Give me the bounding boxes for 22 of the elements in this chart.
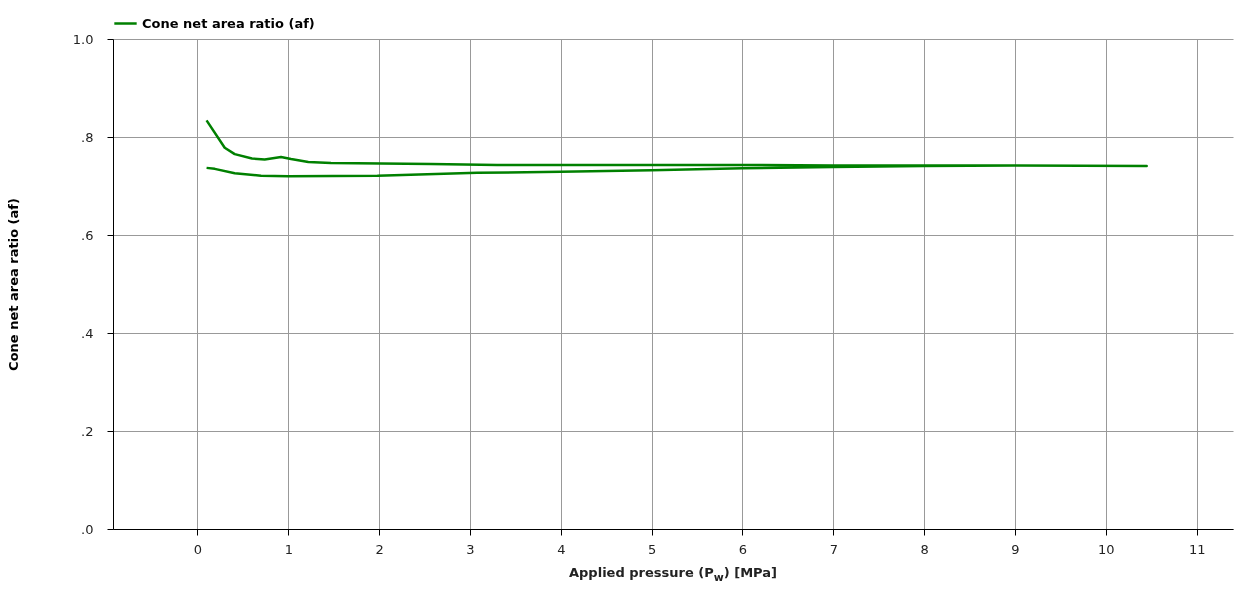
x-tick-label: 0 (193, 541, 203, 557)
legend-label: Cone net area ratio (af) (142, 15, 315, 31)
line-series (205, 119, 1148, 178)
x-tick-label: 1 (284, 541, 293, 557)
y-tick-label: 1.0 (72, 31, 94, 47)
x-tick-label: 4 (557, 541, 566, 557)
y-tick-label: .4 (81, 325, 94, 341)
y-tick-label: .0 (81, 521, 94, 537)
x-tick-label: 11 (1188, 541, 1206, 557)
x-tick-label: 7 (829, 541, 838, 557)
x-tick-label: 5 (648, 541, 657, 557)
x-tick-label: 9 (1011, 541, 1020, 557)
x-tick-label: 10 (1098, 541, 1115, 557)
x-tick-label: 2 (375, 541, 384, 557)
x-tick-label: 3 (466, 541, 475, 557)
x-tick-label: 8 (920, 541, 929, 557)
y-tick-label: .8 (81, 129, 94, 145)
y-axis-title: Cone net area ratio (af) (5, 198, 21, 371)
x-axis-title: Applied pressure (P$_{w}$) [MPa] (568, 565, 778, 584)
y-tick-label: .2 (81, 423, 94, 439)
x-tick-label: 6 (738, 541, 748, 557)
y-tick-label: .6 (81, 227, 94, 243)
